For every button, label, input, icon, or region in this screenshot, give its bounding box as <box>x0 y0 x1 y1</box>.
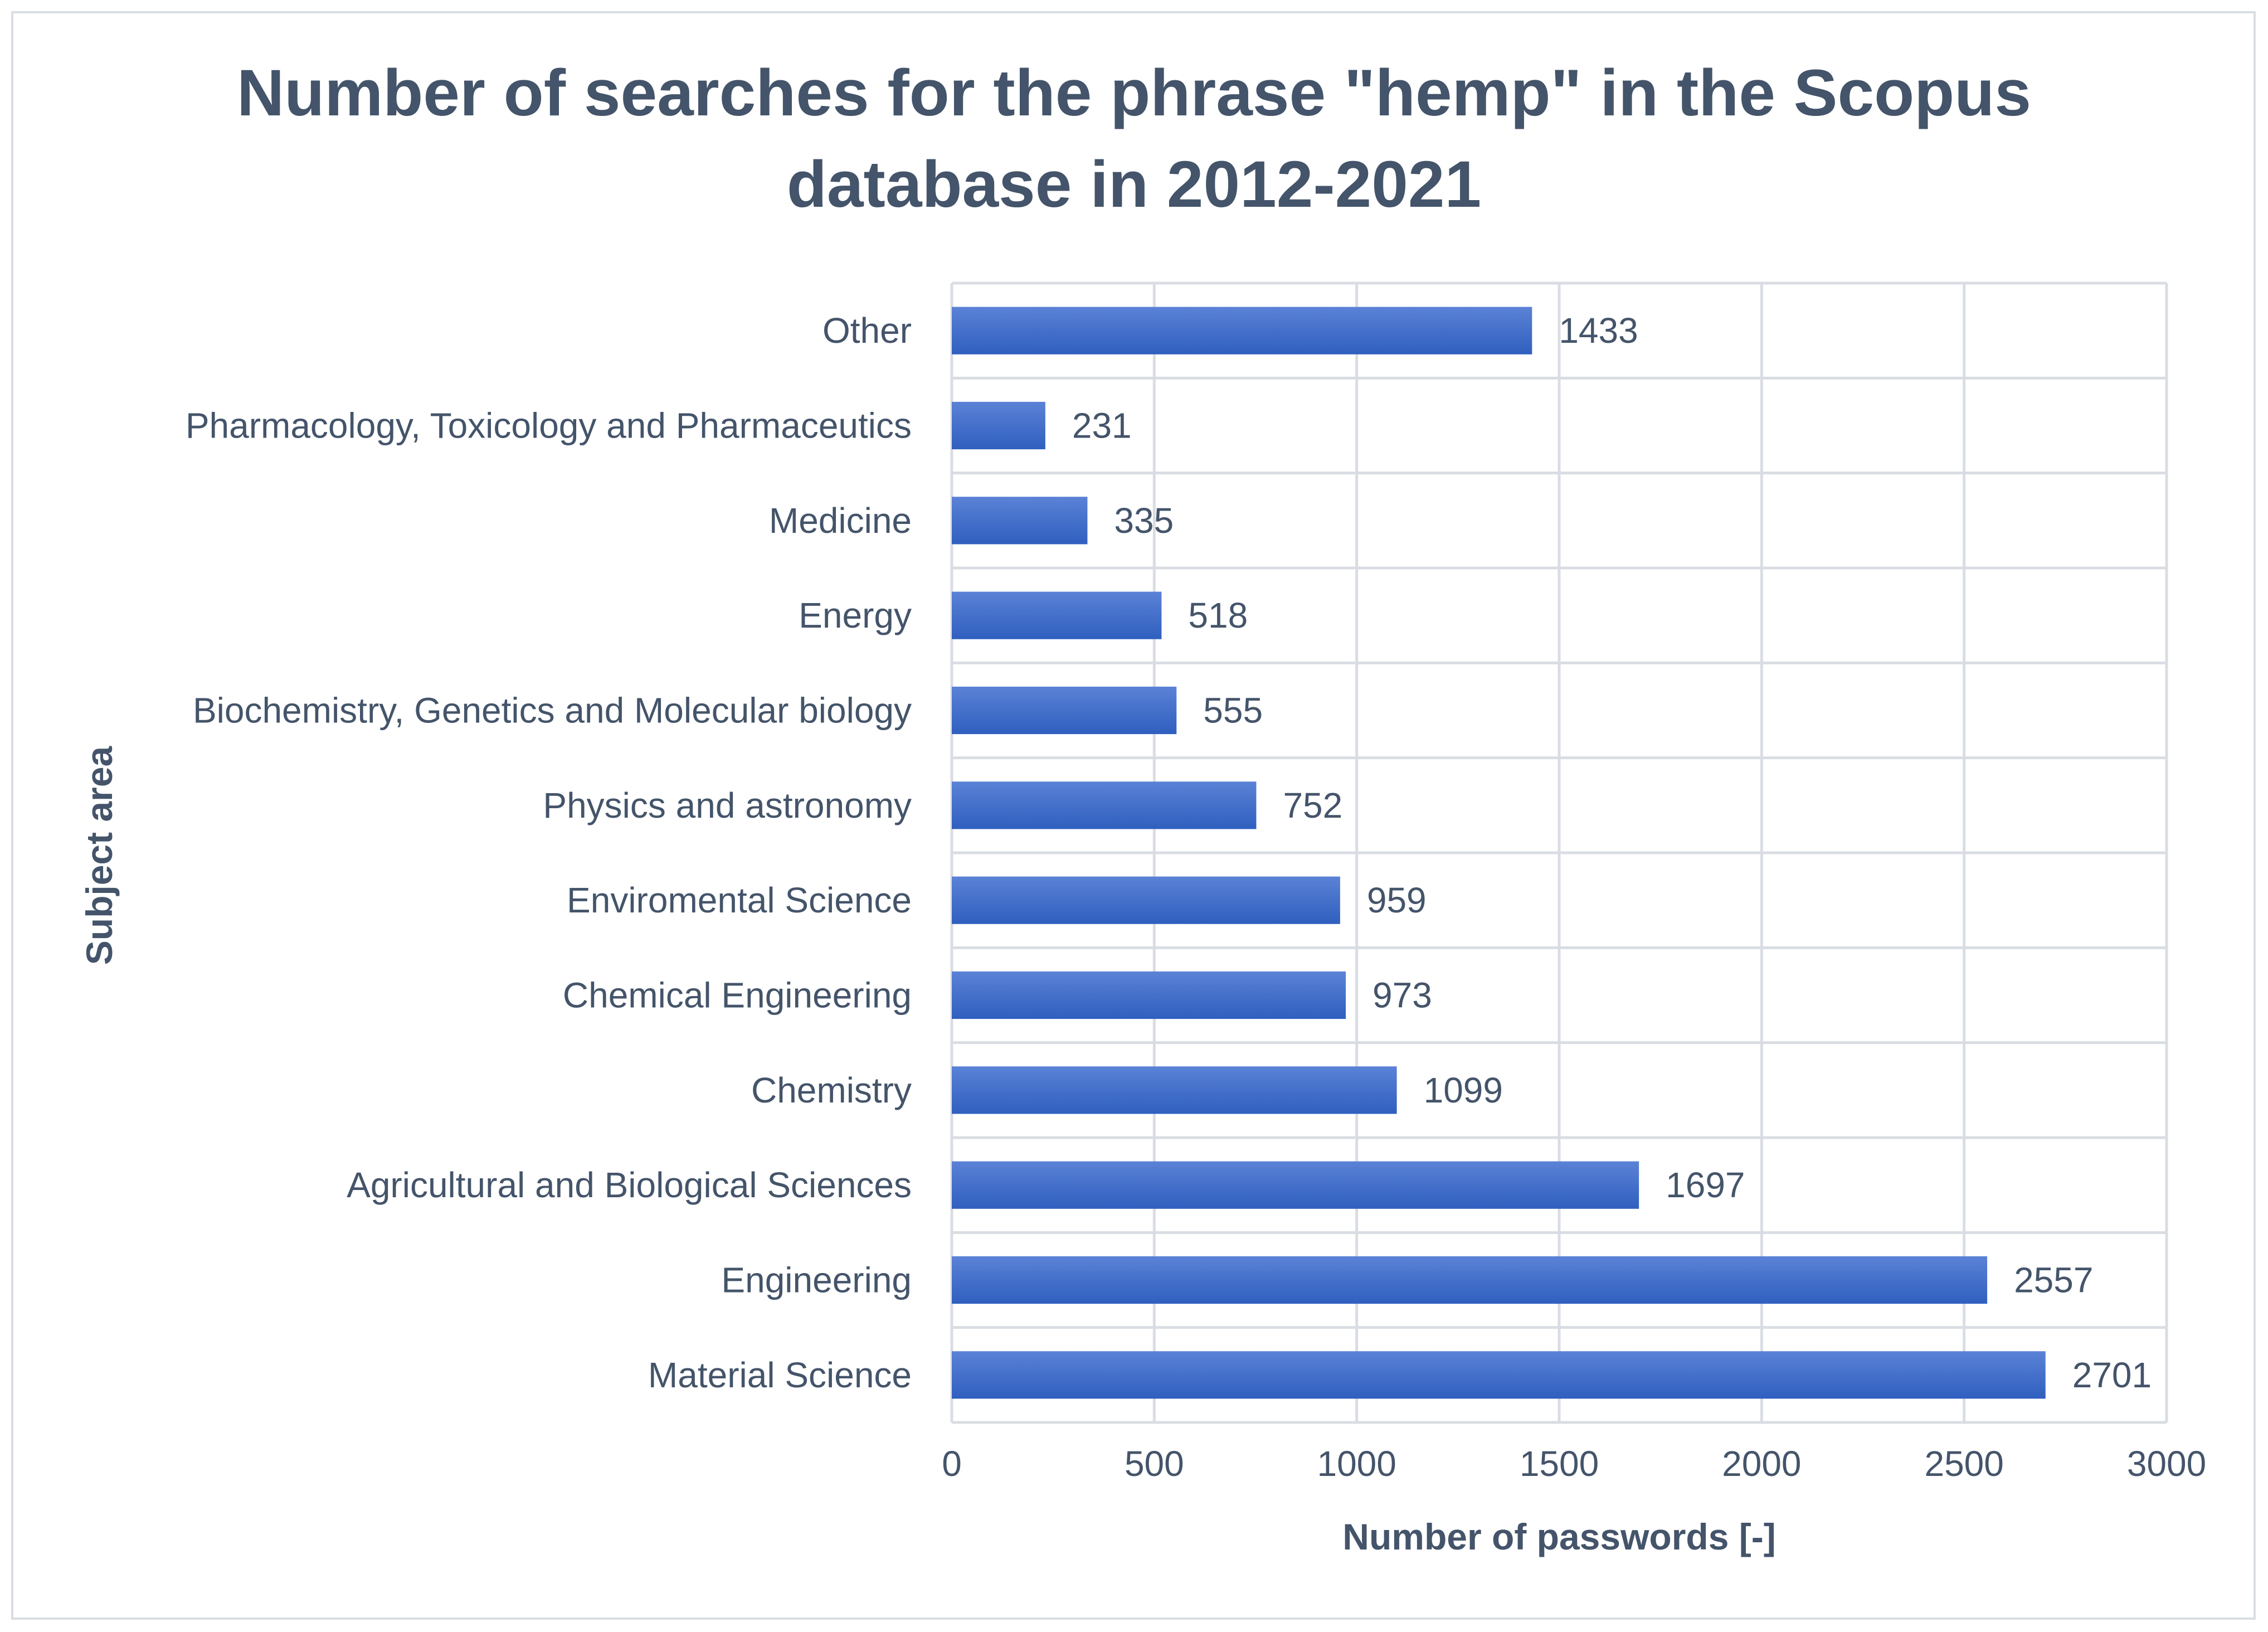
data-label: 1697 <box>1666 1165 1745 1205</box>
data-label: 1099 <box>1424 1070 1503 1110</box>
data-label: 555 <box>1203 691 1263 731</box>
chart-title-line-2: database in 2012-2021 <box>786 148 1482 221</box>
x-tick-label: 0 <box>942 1444 962 1484</box>
data-label: 959 <box>1367 880 1427 920</box>
x-tick-label: 1500 <box>1520 1444 1599 1484</box>
labels: 0 500 1000 1500 2000 2500 3000 2701 Material Sci… <box>186 310 2206 1484</box>
category-label: Medicine <box>769 501 912 541</box>
category-label: Chemistry <box>751 1070 912 1110</box>
x-tick-label: 1000 <box>1317 1444 1396 1484</box>
y-axis-title: Subject area <box>79 746 120 965</box>
category-label: Engineering <box>721 1260 912 1300</box>
bar <box>952 401 1045 450</box>
data-label: 973 <box>1373 975 1432 1016</box>
category-label: Chemical Engineering <box>563 975 912 1016</box>
bar <box>952 686 1177 735</box>
category-label: Other <box>822 310 912 351</box>
category-label: Biochemistry, Genetics and Molecular bio… <box>193 691 912 731</box>
data-label: 518 <box>1188 595 1248 635</box>
grid-lines <box>950 281 2168 1424</box>
category-label: Energy <box>799 595 912 635</box>
bar <box>952 307 1532 354</box>
data-label: 2701 <box>2072 1355 2152 1395</box>
data-label: 1433 <box>1559 310 1638 351</box>
category-label: Physics and astronomy <box>543 785 912 825</box>
bar <box>952 1161 1639 1209</box>
bar <box>952 781 1257 829</box>
x-tick-label: 2500 <box>1924 1444 2003 1484</box>
bar <box>952 876 1340 924</box>
chart-title-line-1: Number of searches for the phrase "hemp"… <box>237 56 2031 130</box>
x-tick-label: 3000 <box>2127 1444 2206 1484</box>
data-label: 752 <box>1283 785 1342 825</box>
x-axis-title: Number of passwords [-] <box>1342 1516 1776 1557</box>
x-tick-label: 500 <box>1125 1444 1184 1484</box>
data-label: 335 <box>1114 501 1174 541</box>
bar <box>952 591 1162 639</box>
bar <box>952 1066 1397 1114</box>
category-label: Pharmacology, Toxicology and Pharmaceuti… <box>186 406 912 446</box>
bar <box>952 1351 2046 1399</box>
data-label: 231 <box>1072 406 1132 446</box>
bar <box>952 1256 1988 1304</box>
category-label: Agricultural and Biological Sciences <box>347 1165 912 1205</box>
category-label: Enviromental Science <box>567 880 912 920</box>
bar <box>952 497 1088 545</box>
x-tick-label: 2000 <box>1722 1444 1801 1484</box>
category-label: Material Science <box>648 1355 912 1395</box>
bars <box>952 307 2046 1399</box>
bar <box>952 971 1346 1019</box>
data-label: 2557 <box>2014 1260 2093 1300</box>
